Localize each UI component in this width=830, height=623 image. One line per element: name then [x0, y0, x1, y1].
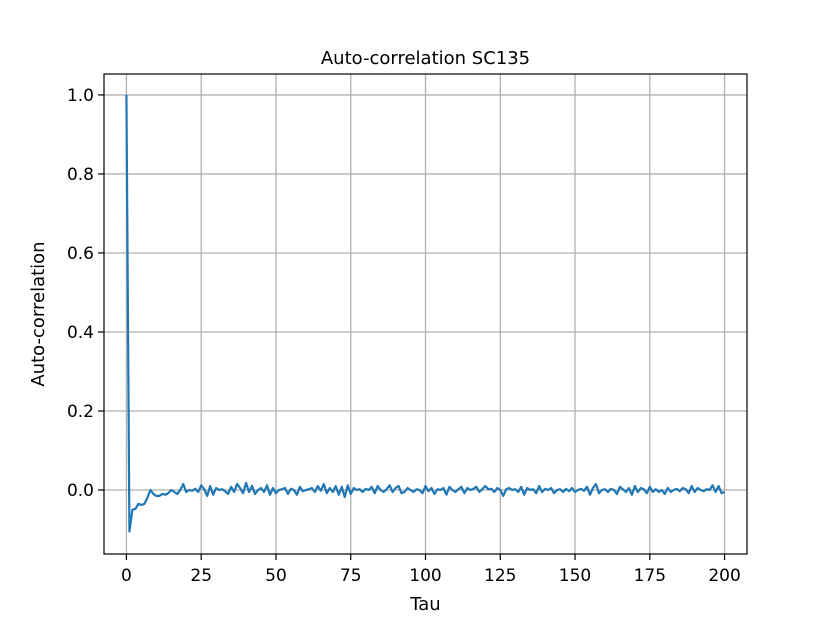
chart-title: Auto-correlation SC135: [321, 48, 530, 69]
x-axis: 0 25 50 75 100 125 150 175 200: [121, 554, 741, 586]
plot-area: [125, 94, 725, 533]
series-line: [125, 94, 725, 533]
x-tick-label: 100: [409, 566, 441, 586]
x-tick-label: 150: [559, 566, 591, 586]
x-tick-label: 75: [340, 566, 362, 586]
y-tick-label: 0.6: [67, 244, 94, 264]
x-tick-label: 200: [708, 566, 740, 586]
x-axis-label: Tau: [409, 594, 440, 615]
x-tick-label: 175: [634, 566, 666, 586]
y-tick-label: 0.2: [67, 402, 94, 422]
y-tick-label: 0.8: [67, 165, 94, 185]
y-tick-label: 0.0: [67, 481, 94, 501]
x-tick-label: 0: [121, 566, 132, 586]
x-tick-label: 50: [265, 566, 287, 586]
y-tick-label: 0.4: [67, 323, 94, 343]
grid: [104, 74, 747, 554]
x-tick-label: 25: [190, 566, 212, 586]
y-tick-label: 1.0: [67, 86, 94, 106]
x-tick-label: 125: [484, 566, 516, 586]
y-axis: 0.0 0.2 0.4 0.6 0.8 1.0: [67, 86, 104, 501]
y-axis-label: Auto-correlation: [28, 241, 49, 386]
